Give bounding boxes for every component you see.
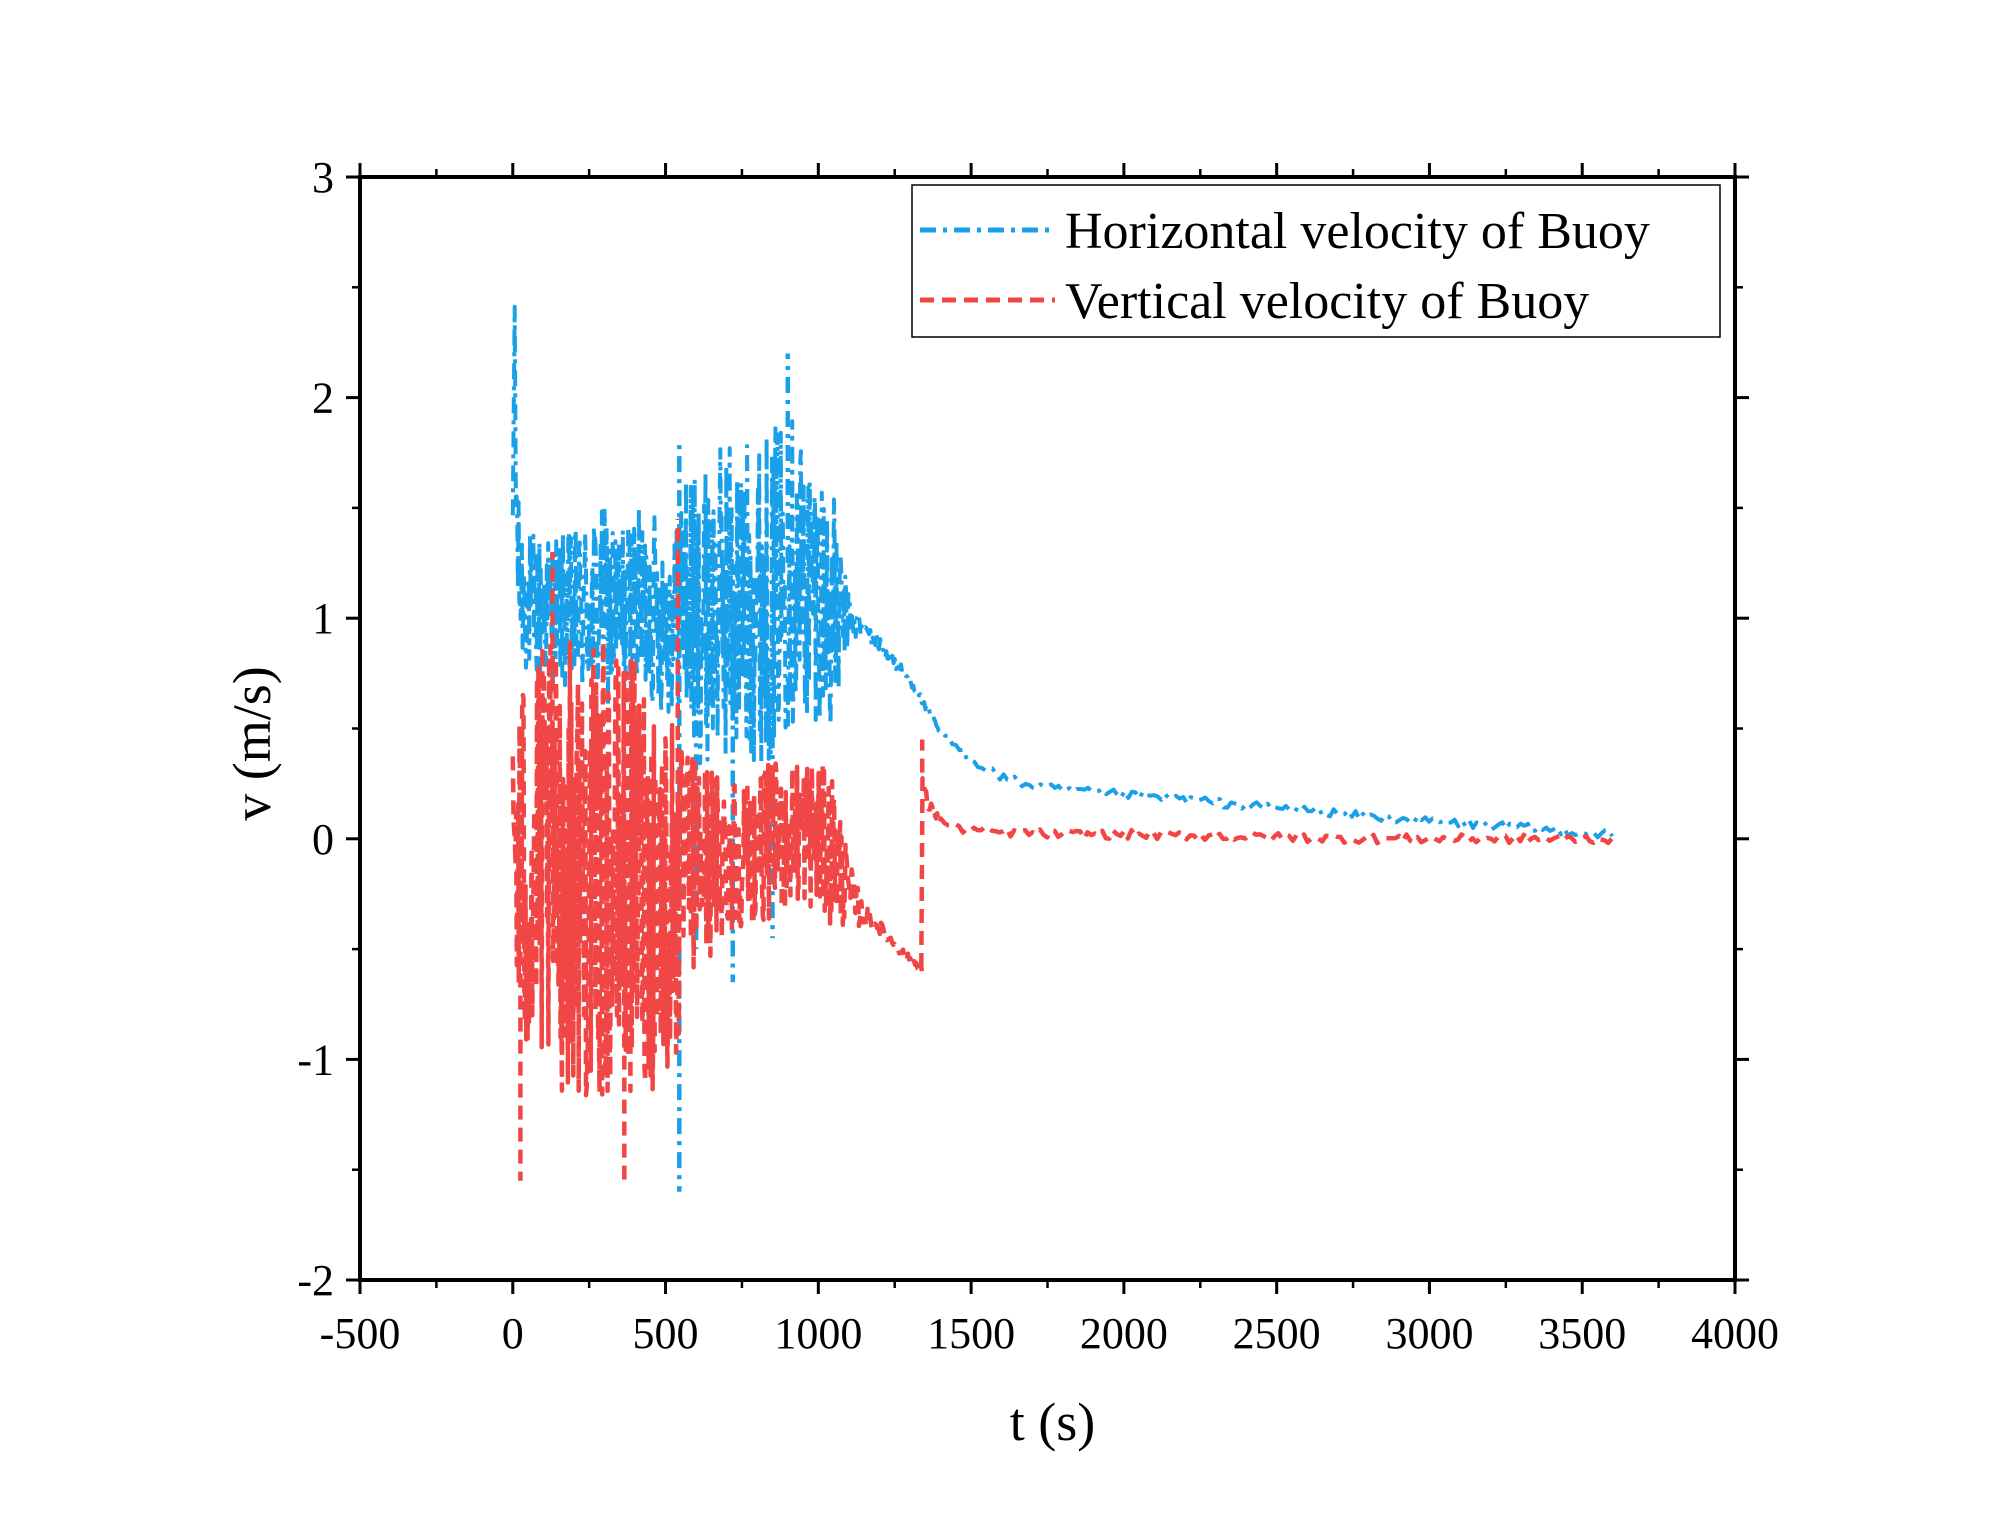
x-tick-label: 2500 (1233, 1309, 1321, 1358)
y-axis-title: v (m/s) (222, 666, 282, 821)
horizontal-velocity-line (510, 304, 1614, 840)
legend-label-vertical: Vertical velocity of Buoy (1065, 273, 1589, 330)
x-tick-label: 0 (502, 1309, 524, 1358)
x-tick-label: 2000 (1080, 1309, 1168, 1358)
series-layer (510, 304, 1614, 1192)
tick-labels-layer: -500 0 500 1000 1500 2000 2500 3000 3500 4000 -2 -1… (297, 153, 1779, 1358)
y-tick-label: 3 (312, 153, 334, 202)
y-tick-label: 1 (312, 594, 334, 643)
x-tick-label: 4000 (1691, 1309, 1779, 1358)
x-tick-label: 1500 (927, 1309, 1015, 1358)
y-tick-label: 2 (312, 374, 334, 423)
x-tick-label: -500 (320, 1309, 401, 1358)
x-tick-label: 1000 (774, 1309, 862, 1358)
legend: Horizontal velocity of Buoy Vertical vel… (911, 184, 1721, 338)
y-tick-label: 0 (312, 815, 334, 864)
x-tick-label: 3000 (1385, 1309, 1473, 1358)
legend-box (911, 184, 1721, 338)
x-axis-title: t (s) (1010, 1392, 1095, 1452)
vertical-velocity-line (510, 639, 1614, 1098)
x-tick-label: 500 (633, 1309, 699, 1358)
ticks-layer (346, 163, 1749, 1294)
y-tick-label: -1 (297, 1035, 334, 1084)
legend-label-horizontal: Horizontal velocity of Buoy (1065, 203, 1650, 260)
x-tick-label: 3500 (1538, 1309, 1626, 1358)
y-tick-label: -2 (297, 1256, 334, 1305)
